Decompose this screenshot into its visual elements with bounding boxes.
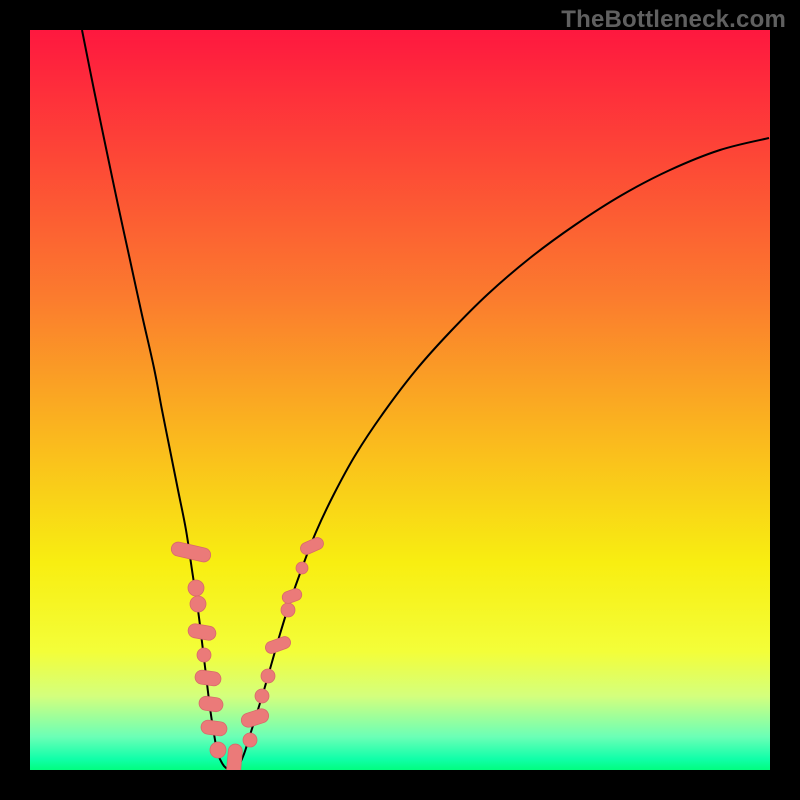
data-marker: [243, 733, 257, 747]
data-marker: [296, 562, 308, 574]
data-marker: [197, 648, 211, 662]
data-marker: [187, 623, 217, 642]
data-marker: [299, 536, 326, 557]
data-marker: [261, 669, 275, 683]
data-marker: [198, 695, 224, 712]
data-marker: [210, 742, 226, 758]
right-curve: [230, 138, 769, 770]
data-marker: [194, 669, 222, 686]
watermark-label: TheBottleneck.com: [561, 6, 786, 34]
data-marker: [225, 743, 243, 770]
data-marker: [200, 719, 228, 736]
data-marker: [281, 587, 304, 605]
data-marker: [190, 596, 206, 612]
data-marker: [240, 707, 271, 729]
data-marker: [188, 580, 204, 596]
chart-frame: TheBottleneck.com: [0, 0, 800, 800]
plot-area: [30, 30, 770, 770]
data-marker: [281, 603, 295, 617]
curve-layer: [30, 30, 770, 770]
data-marker: [255, 689, 269, 703]
marker-group: [170, 536, 325, 770]
